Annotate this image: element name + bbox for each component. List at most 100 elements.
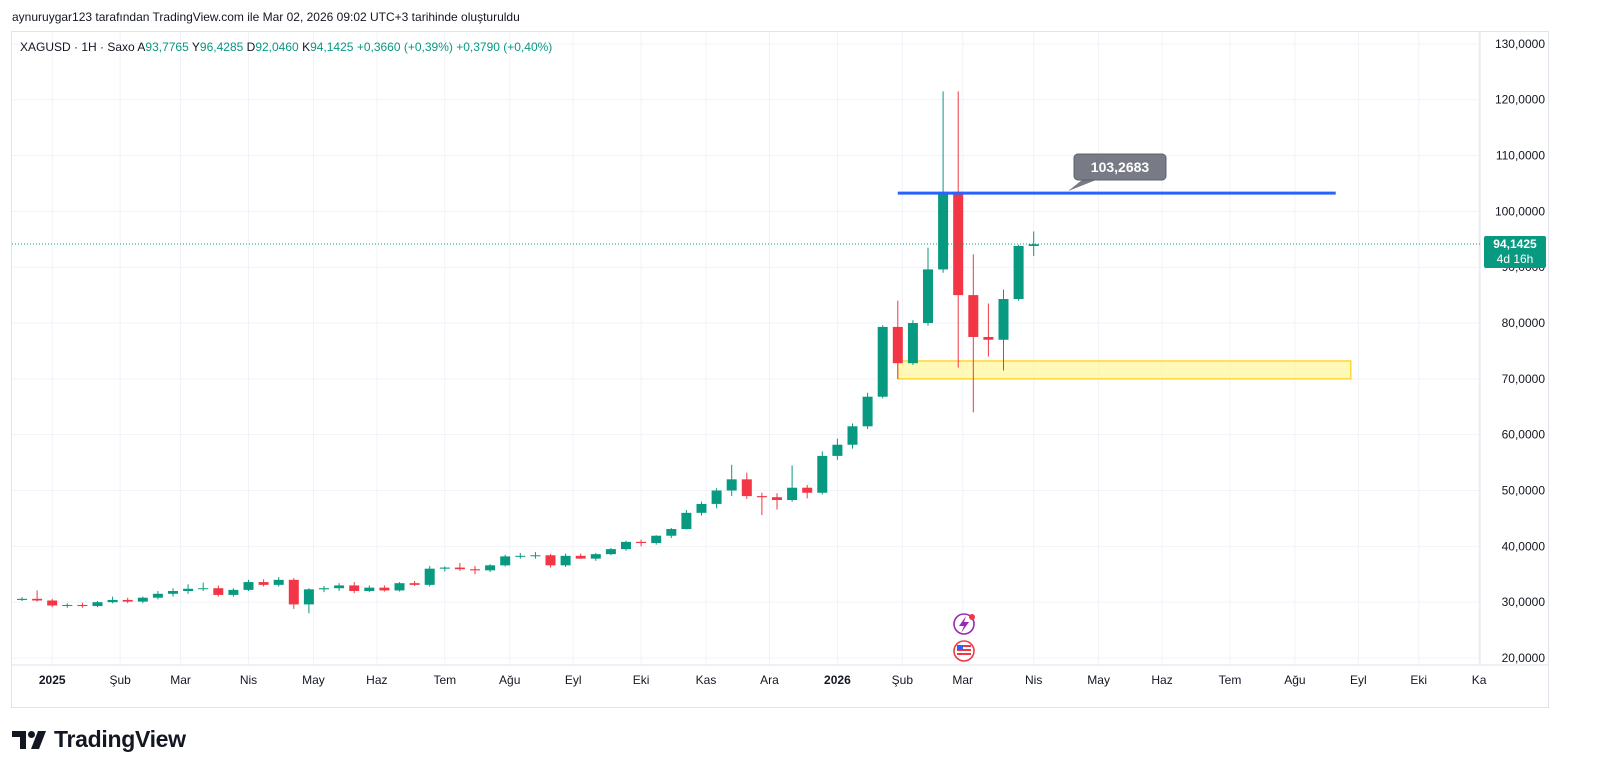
candle-body — [213, 588, 224, 595]
time-tick-label: Ağu — [1284, 673, 1305, 687]
grid — [12, 32, 1480, 665]
price-tick-label: 40,0000 — [1502, 539, 1546, 553]
candle-body — [228, 589, 239, 595]
candle-up — [168, 588, 178, 597]
close-value: 94,1425 — [310, 40, 354, 54]
price-tick-label: 20,0000 — [1502, 651, 1546, 665]
candle-up — [515, 553, 526, 559]
flash-event-icon[interactable] — [953, 613, 975, 635]
candle-up — [711, 488, 722, 509]
event-icons — [953, 613, 975, 662]
time-tick-label: May — [1087, 673, 1110, 687]
price-tick-label: 110,0000 — [1496, 149, 1545, 163]
price-tick-label: 60,0000 — [1502, 428, 1546, 442]
callout-pointer — [1068, 180, 1096, 192]
candle-body — [545, 555, 556, 566]
candle-body — [590, 554, 601, 559]
candle-down — [983, 303, 994, 357]
low-value: 92,0460 — [255, 40, 299, 54]
candle-body — [666, 529, 677, 536]
candle-down — [379, 585, 390, 592]
candle-up — [560, 553, 571, 567]
candle-up — [998, 289, 1009, 371]
candle-up — [152, 591, 163, 600]
candle-up — [605, 548, 616, 556]
change-value-2: +0,3790 (+0,40%) — [456, 40, 553, 54]
candle-up — [92, 601, 103, 608]
candle-body — [892, 326, 903, 364]
candle-body — [183, 588, 194, 592]
candle-body — [92, 602, 103, 607]
candle-body — [953, 191, 964, 296]
candle-up — [666, 527, 677, 538]
symbol-label[interactable]: XAGUSD · 1H · Saxo — [20, 40, 135, 54]
time-tick-label: Eki — [1410, 673, 1427, 687]
candle-down — [575, 553, 586, 559]
candle-up — [621, 540, 631, 551]
candle-body — [696, 503, 707, 513]
candle-up — [787, 465, 798, 502]
callout-box — [1073, 153, 1167, 181]
price-tick-label: 70,0000 — [1502, 372, 1546, 386]
candle-up — [198, 582, 209, 592]
candle-body — [454, 567, 465, 570]
candle-body — [470, 569, 480, 571]
time-tick-label: Mar — [952, 673, 973, 687]
us-flag-event-icon[interactable] — [953, 640, 975, 662]
candle-up — [424, 565, 435, 587]
candle-body — [243, 582, 254, 590]
candle-up — [877, 325, 888, 399]
close-label: K — [302, 40, 311, 54]
candle-up — [485, 564, 496, 573]
price-tick-label: 30,0000 — [1502, 595, 1546, 609]
candle-body — [319, 588, 329, 590]
candle-body — [439, 567, 450, 569]
candle-body — [681, 512, 692, 530]
candle-body — [137, 597, 148, 602]
candle-body — [560, 555, 571, 566]
candle-body — [62, 604, 73, 606]
time-tick-label: Haz — [1151, 673, 1172, 687]
candle-body — [651, 535, 662, 543]
candle-up — [334, 583, 345, 592]
price-tick-label: 50,0000 — [1502, 484, 1546, 498]
candle-body — [303, 589, 314, 605]
open-value: 93,7765 — [145, 40, 189, 54]
candle-body — [379, 587, 390, 591]
candle-down — [454, 563, 465, 571]
price-axis: 20,0000 30,0000 40,0000 50,0000 60,0000 70,00… — [1495, 37, 1545, 665]
candle-up — [137, 596, 148, 604]
candle-down — [953, 91, 964, 368]
candle-up — [183, 584, 194, 594]
candle-body — [1013, 245, 1024, 300]
candle-body — [288, 579, 299, 605]
candle-up — [364, 585, 375, 593]
candle-up — [17, 597, 27, 602]
high-label: Y — [191, 40, 200, 54]
price-tick-label: 120,0000 — [1495, 93, 1545, 107]
tradingview-logo[interactable]: TradingView — [12, 726, 186, 753]
candle-up — [862, 392, 873, 430]
candle-body — [47, 600, 58, 606]
time-tick-label: Nis — [1025, 673, 1042, 687]
candle-body — [424, 568, 435, 585]
candle-down — [802, 484, 813, 499]
time-tick-label: May — [302, 673, 325, 687]
candle-body — [968, 295, 979, 337]
time-tick-label: Kas — [696, 673, 717, 687]
time-tick-label: Tem — [433, 673, 456, 687]
candle-down — [741, 472, 752, 499]
candle-body — [198, 588, 209, 590]
candle-down — [213, 585, 224, 597]
price-tick-label: 130,0000 — [1495, 37, 1545, 51]
candle-down — [47, 598, 58, 608]
candle-up — [530, 551, 541, 559]
candle-down — [32, 590, 43, 602]
candle-body — [349, 585, 360, 592]
candle-body — [772, 497, 782, 501]
change-value: +0,3660 (+0,39%) — [356, 40, 453, 54]
candle-body — [258, 582, 269, 585]
candle-body — [394, 583, 405, 591]
candle-up — [500, 554, 511, 567]
